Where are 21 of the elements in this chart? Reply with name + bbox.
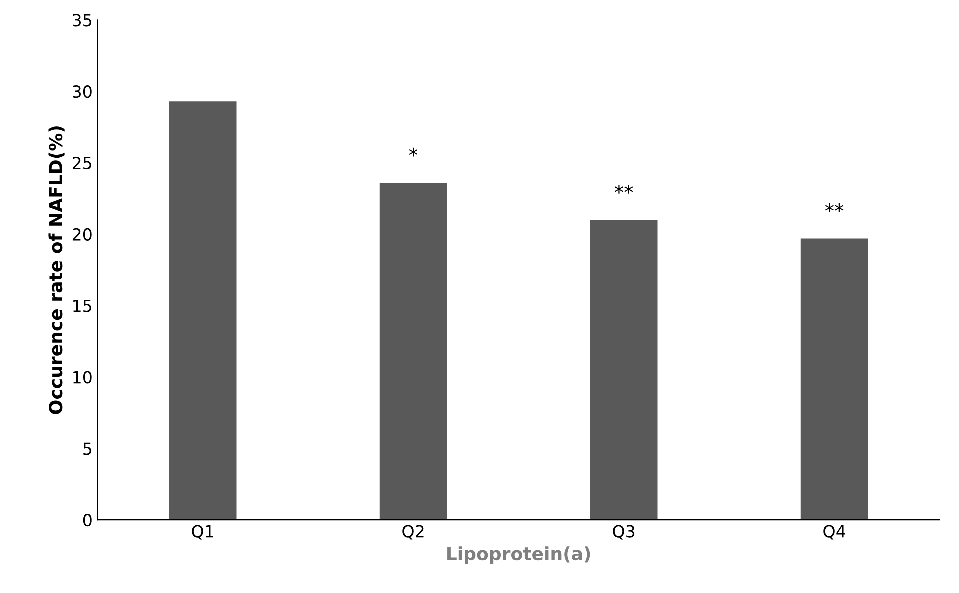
x-axis-title: Lipoprotein(a) [448, 546, 590, 564]
annotation: ** [614, 184, 634, 194]
y-tick-label: 25 [72, 156, 92, 170]
y-tick-label: 5 [84, 442, 92, 456]
bar [590, 220, 658, 520]
x-tick-label: Q2 [402, 525, 424, 540]
y-tick-label: 20 [72, 228, 92, 241]
y-tick-label: 15 [74, 300, 92, 312]
x-tick-label: Q1 [192, 525, 214, 540]
annotation: * [409, 148, 418, 157]
bar [169, 102, 237, 520]
bar [800, 238, 868, 520]
bar [380, 182, 448, 520]
y-axis-title: Occurence rate of NAFLD(%) [48, 126, 65, 414]
y-tick-label: 35 [73, 14, 92, 27]
x-tick-label: Q3 [613, 525, 635, 540]
y-tick-label: 10 [74, 371, 92, 384]
y-tick-label: 30 [73, 86, 92, 98]
x-tick-label: Q4 [824, 525, 846, 540]
y-tick-label: 0 [83, 514, 92, 527]
annotation: ** [825, 204, 844, 212]
